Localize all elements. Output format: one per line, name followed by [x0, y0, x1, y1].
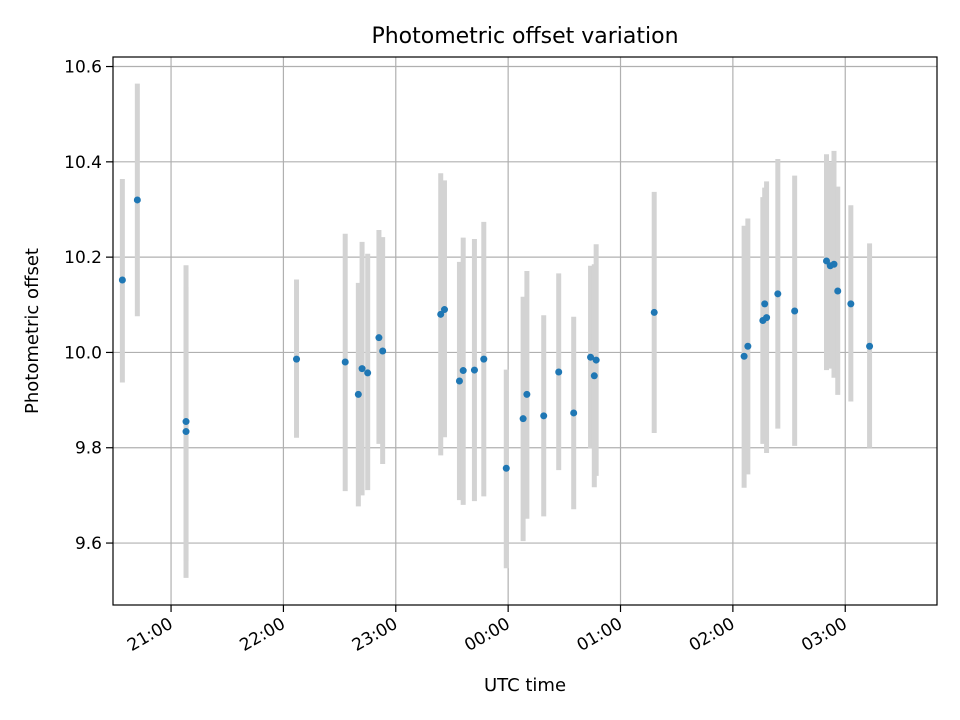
data-point [182, 428, 190, 436]
data-point [182, 418, 190, 426]
data-point [455, 377, 463, 385]
y-tick-label: 9.8 [75, 439, 102, 459]
data-points [118, 196, 874, 472]
data-point [379, 347, 387, 355]
data-point [459, 367, 467, 375]
grid-lines [113, 57, 937, 605]
data-point [830, 260, 838, 268]
data-point [293, 355, 301, 363]
data-point [440, 306, 448, 314]
data-point [761, 300, 769, 308]
data-point [570, 409, 578, 417]
data-point [341, 358, 349, 366]
data-point [555, 368, 563, 376]
data-point [502, 464, 510, 472]
data-point [437, 310, 445, 318]
data-point [470, 366, 478, 374]
data-point [587, 353, 595, 361]
data-point [523, 390, 531, 398]
data-point [354, 390, 362, 398]
data-point [480, 355, 488, 363]
y-tick-label: 10.4 [64, 153, 102, 173]
plot-frame [112, 56, 938, 606]
data-point [133, 196, 141, 204]
y-tick-label: 10.2 [64, 248, 102, 268]
chart-title: Photometric offset variation [371, 24, 678, 49]
data-point [358, 365, 366, 373]
data-point [590, 372, 598, 380]
data-point [364, 369, 372, 377]
y-axis-ticks: 9.6 9.8 10.0 10.2 10.4 10.6 [64, 58, 113, 554]
data-point [823, 257, 831, 265]
y-tick-label: 10.0 [64, 343, 102, 363]
data-point [592, 356, 600, 364]
data-point [847, 300, 855, 308]
data-point [763, 314, 771, 322]
data-point [740, 352, 748, 360]
data-point [744, 342, 752, 350]
data-point [834, 287, 842, 295]
data-point [866, 342, 874, 350]
data-point [791, 307, 799, 315]
x-axis-label: UTC time [484, 675, 566, 696]
y-tick-label: 9.6 [75, 534, 102, 554]
data-point [540, 412, 548, 420]
data-point [118, 276, 126, 284]
data-point [375, 334, 383, 342]
y-tick-label: 10.6 [64, 58, 102, 78]
data-point [519, 415, 527, 423]
y-axis-label: Photometric offset [22, 248, 43, 414]
data-point [650, 308, 658, 316]
data-point [774, 290, 782, 298]
